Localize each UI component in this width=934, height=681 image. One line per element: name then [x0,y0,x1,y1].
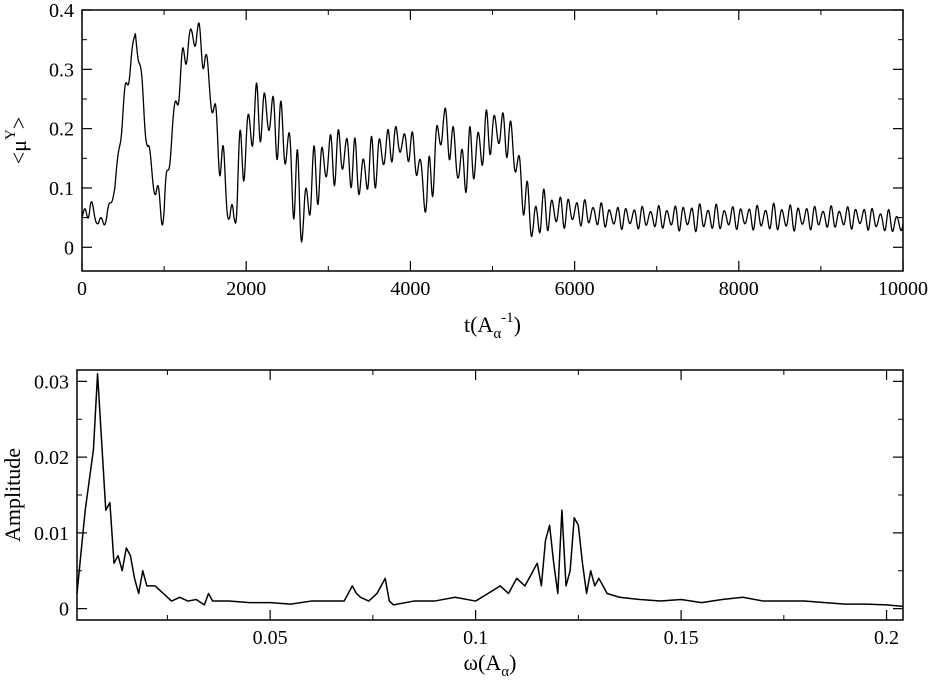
time-series-x-tick-label: 2000 [226,278,266,300]
time-series-x-tick-label: 6000 [555,278,595,300]
spectrum-y-tick-label: 0 [59,599,69,621]
spectrum-x-tick-label: 0.1 [463,627,488,649]
time-series-y-tick-label: 0.1 [49,178,74,200]
time-series-plot-frame [81,9,904,272]
time-series-x-tick-label: 10000 [878,278,928,300]
time-series-x-axis-label-main: t(A [464,312,493,337]
spectrum-y-axis-label: Amplitude [0,448,25,542]
spectrum-ticks [77,370,903,620]
spectrum-tick-labels: 0.05 0.1 0.15 0.2 0 0.01 0.02 0.03 [34,371,899,649]
time-series-y-axis-label: <μY> [3,117,31,164]
time-series-x-axis-label: t(Aα-1) [464,310,521,342]
spectrum-x-tick-label: 0.2 [874,627,899,649]
spectrum-y-tick-label: 0.01 [34,523,69,545]
spectrum-x-axis-label-subscript: α [501,664,509,680]
spectrum-x-tick-label: 0.05 [253,627,288,649]
spectrum-plot-frame [76,369,904,621]
time-series-y-axis-label-main: μ [6,140,31,152]
time-series-tick-labels: 0 2000 4000 6000 8000 10000 0 0.1 0.2 0.3 0.4 [49,0,928,300]
time-series-panel: 0 2000 4000 6000 8000 10000 0 0.1 0.2 0.3 0.4 t(Aα… [3,0,928,342]
time-series-x-tick-label: 8000 [719,278,759,300]
time-series-y-axis-label-open: < [6,152,31,164]
spectrum-y-tick-label: 0.03 [34,371,69,393]
spectrum-y-tick-label: 0.02 [34,447,69,469]
time-series-ticks [81,9,904,271]
time-series-y-tick-label: 0 [64,237,74,259]
time-series-x-axis-label-subscript: α [493,326,501,342]
time-series-line [81,22,904,243]
spectrum-line [76,373,904,608]
time-series-y-tick-label: 0.4 [49,0,74,22]
time-series-x-tick-label: 0 [77,278,87,300]
spectrum-x-tick-label: 0.15 [664,627,699,649]
spectrum-y-axis-label-main: Amplitude [0,448,25,542]
spectrum-x-axis-label: ω(Aα) [464,650,517,680]
time-series-x-axis-label-close: ) [514,312,521,337]
time-series-y-tick-label: 0.3 [49,59,74,81]
time-series-x-tick-label: 4000 [390,278,430,300]
time-series-y-tick-label: 0.2 [49,119,74,141]
spectrum-panel: 0.05 0.1 0.15 0.2 0 0.01 0.02 0.03 ω(Aα) Amplit… [0,369,904,680]
time-series-x-axis-label-superscript: -1 [501,310,514,326]
time-series-y-axis-label-close: > [6,117,31,129]
time-series-y-axis-label-superscript: Y [3,129,19,140]
spectrum-x-axis-label-close: ) [509,650,516,675]
spectrum-x-axis-label-main: ω(A [464,650,502,675]
